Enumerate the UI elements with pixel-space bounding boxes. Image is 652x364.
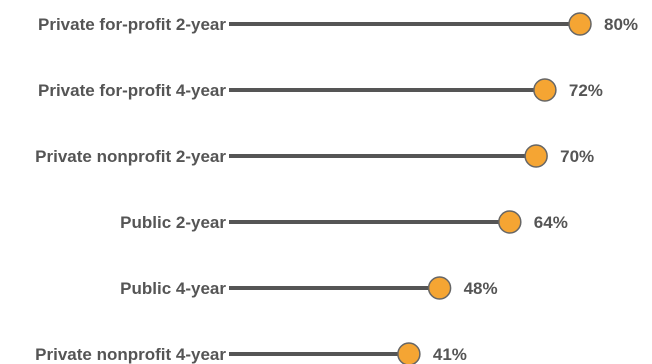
category-label: Private nonprofit 2-year [35, 147, 226, 166]
value-label: 80% [604, 15, 638, 34]
chart-row: Private nonprofit 2-year 70% [35, 144, 594, 168]
value-label: 72% [569, 81, 603, 100]
chart-row: Private for-profit 2-year 80% [38, 12, 638, 36]
lollipop-dot [524, 144, 548, 168]
category-label: Public 4-year [120, 279, 226, 298]
chart-row: Public 2-year 64% [120, 210, 568, 234]
lollipop-dot [397, 342, 421, 364]
lollipop-dot [568, 12, 592, 36]
value-label: 64% [534, 213, 568, 232]
category-label: Private for-profit 2-year [38, 15, 226, 34]
value-label: 48% [464, 279, 498, 298]
lollipop-dot [498, 210, 522, 234]
category-label: Private for-profit 4-year [38, 81, 226, 100]
chart-row: Private nonprofit 4-year 41% [35, 342, 467, 364]
lollipop-dot [533, 78, 557, 102]
category-label: Private nonprofit 4-year [35, 345, 226, 364]
lollipop-dot [427, 276, 452, 300]
chart-row: Public 4-year 48% [120, 276, 498, 300]
category-label: Public 2-year [120, 213, 226, 232]
chart-row: Private for-profit 4-year 72% [38, 78, 603, 102]
value-label: 70% [560, 147, 594, 166]
value-label: 41% [433, 345, 467, 364]
